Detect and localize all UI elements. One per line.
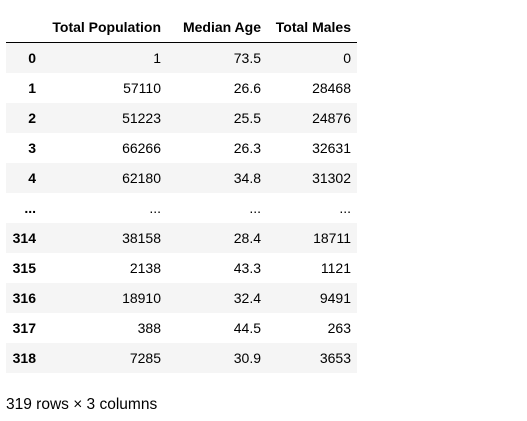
row-index: 3 bbox=[28, 140, 36, 156]
cell-median-age: 73.5 bbox=[233, 50, 261, 66]
table-row: 2 51223 25.5 24876 bbox=[6, 103, 357, 133]
row-index: 317 bbox=[12, 320, 36, 336]
cell-total-males: ... bbox=[339, 200, 351, 216]
header-row: Total Population Median Age Total Males bbox=[6, 12, 357, 43]
cell-median-age: 26.3 bbox=[233, 140, 261, 156]
cell-median-age: 32.4 bbox=[233, 290, 261, 306]
column-header-total-population: Total Population bbox=[42, 12, 167, 43]
row-index: 318 bbox=[12, 350, 36, 366]
cell-total-males: 24876 bbox=[312, 110, 351, 126]
table-row-ellipsis: ... ... ... ... bbox=[6, 193, 357, 223]
cell-total-males: 1121 bbox=[320, 260, 351, 276]
dataframe-shape-caption: 319 rows × 3 columns bbox=[6, 396, 158, 413]
cell-total-population: 51223 bbox=[122, 110, 161, 126]
cell-total-males: 3653 bbox=[319, 350, 351, 366]
cell-total-males: 0 bbox=[343, 50, 351, 66]
table-row: 3 66266 26.3 32631 bbox=[6, 133, 357, 163]
cell-median-age: 34.8 bbox=[233, 170, 261, 186]
cell-total-males: 263 bbox=[327, 320, 351, 336]
cell-total-population: 62180 bbox=[122, 170, 161, 186]
cell-median-age: 26.6 bbox=[233, 80, 261, 96]
row-index: 316 bbox=[12, 290, 36, 306]
cell-total-population: 1 bbox=[153, 50, 161, 66]
cell-total-males: 28468 bbox=[312, 80, 351, 96]
cell-median-age: 30.9 bbox=[233, 350, 261, 366]
cell-total-males: 32631 bbox=[312, 140, 351, 156]
cell-total-males: 9491 bbox=[319, 290, 351, 306]
cell-total-population: 18910 bbox=[122, 290, 161, 306]
dataframe-output: Total Population Median Age Total Males … bbox=[6, 12, 357, 373]
dataframe-table: Total Population Median Age Total Males … bbox=[6, 12, 357, 373]
table-row: 1 57110 26.6 28468 bbox=[6, 73, 357, 103]
cell-total-population: ... bbox=[149, 200, 161, 216]
cell-total-population: 2138 bbox=[129, 260, 161, 276]
cell-median-age: 43.3 bbox=[233, 260, 261, 276]
cell-median-age: ... bbox=[249, 200, 261, 216]
row-index: 1 bbox=[28, 80, 36, 96]
cell-median-age: 44.5 bbox=[233, 320, 261, 336]
cell-median-age: 28.4 bbox=[233, 230, 261, 246]
table-row: 318 7285 30.9 3653 bbox=[6, 343, 357, 373]
cell-total-population: 7285 bbox=[129, 350, 161, 366]
table-row: 0 1 73.5 0 bbox=[6, 42, 357, 73]
table-row: 315 2138 43.3 1121 bbox=[6, 253, 357, 283]
table-row: 314 38158 28.4 18711 bbox=[6, 223, 357, 253]
column-header-total-males: Total Males bbox=[267, 12, 357, 43]
index-header bbox=[6, 12, 42, 43]
cell-median-age: 25.5 bbox=[233, 110, 261, 126]
row-index: ... bbox=[24, 200, 36, 216]
row-index: 2 bbox=[28, 110, 36, 126]
table-row: 317 388 44.5 263 bbox=[6, 313, 357, 343]
table-row: 316 18910 32.4 9491 bbox=[6, 283, 357, 313]
row-index: 315 bbox=[12, 260, 36, 276]
cell-total-males: 31302 bbox=[312, 170, 351, 186]
row-index: 4 bbox=[28, 170, 36, 186]
row-index: 0 bbox=[28, 50, 36, 66]
cell-total-population: 66266 bbox=[122, 140, 161, 156]
cell-total-population: 388 bbox=[137, 320, 161, 336]
row-index: 314 bbox=[12, 230, 36, 246]
cell-total-males: 18711 bbox=[313, 230, 351, 246]
cell-total-population: 38158 bbox=[122, 230, 161, 246]
cell-total-population: 57110 bbox=[123, 80, 161, 96]
column-header-median-age: Median Age bbox=[167, 12, 267, 43]
table-row: 4 62180 34.8 31302 bbox=[6, 163, 357, 193]
